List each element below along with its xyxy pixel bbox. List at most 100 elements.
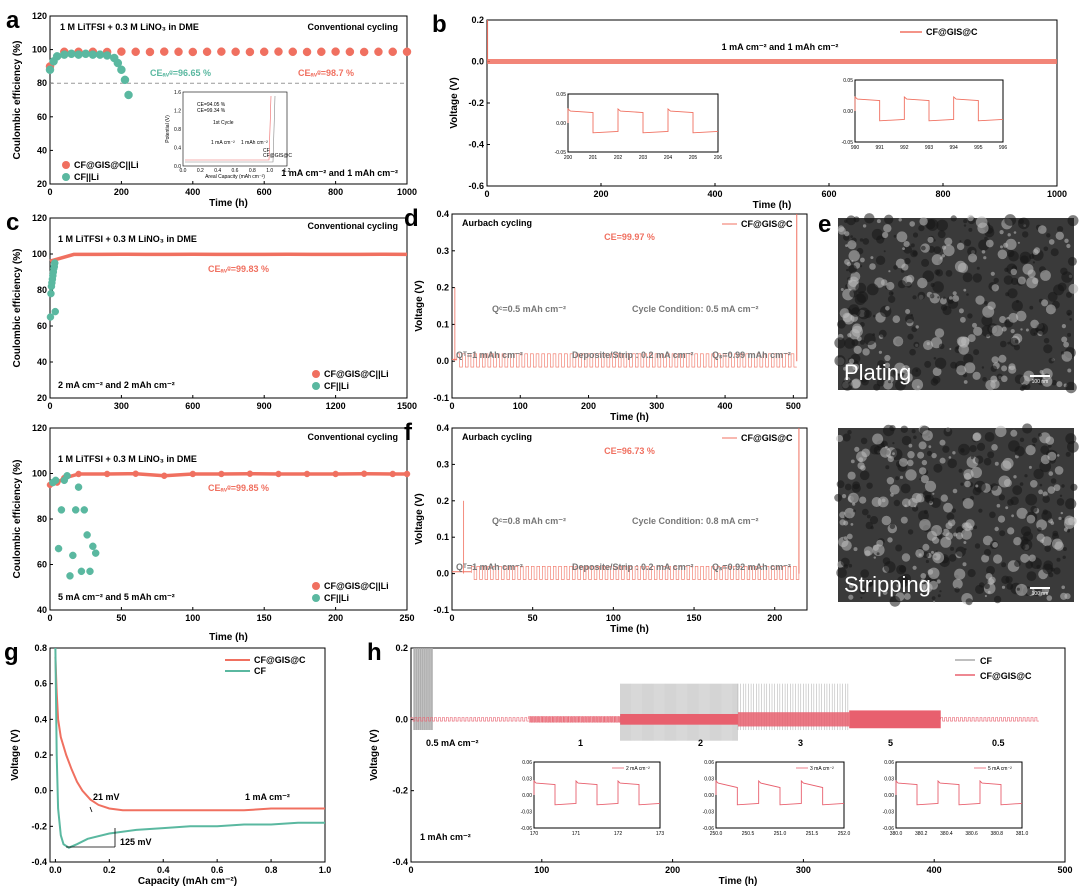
plot-frame (49, 15, 408, 185)
inset-voltage-trace (715, 779, 845, 806)
x-tick-label: 300 (649, 401, 664, 411)
y-tick-label: 0.4 (34, 714, 47, 724)
sem-texture (900, 516, 908, 524)
overpotential-b-label: 125 mV (120, 837, 152, 847)
sem-texture (1058, 516, 1062, 521)
gis-trace-low (410, 717, 529, 722)
inset-y-tick-label: 0.05 (556, 92, 566, 98)
inset-x-tick-label: 0.6 (232, 168, 239, 174)
sem-texture (873, 556, 876, 559)
sem-texture (887, 537, 893, 543)
panel-g: 0.0 0.2 0.4 0.6 0.8 1.0 -0.4 -0.2 0.0 0.2 0.4 0.6 0.… (4, 639, 331, 887)
sem-texture (1038, 433, 1042, 437)
sem-texture (854, 293, 866, 305)
sem-texture (1053, 284, 1065, 296)
x-tick-label: 200 (581, 401, 596, 411)
sem-texture (917, 291, 926, 300)
x-tick-label: 300 (114, 401, 129, 411)
sem-texture (945, 522, 953, 530)
sem-texture (1001, 365, 1008, 372)
inset-x-tick-label: 173 (656, 831, 665, 837)
sem-texture (928, 445, 932, 449)
sem-texture (984, 594, 988, 598)
plot-frame (451, 427, 808, 611)
sem-texture (888, 291, 894, 296)
sem-texture (896, 575, 909, 588)
inset-x-axis-label: Areal Capacity (mAh cm⁻²) (205, 174, 265, 180)
x-tick-label: 0 (449, 401, 454, 411)
inset-x-tick-label: 206 (714, 155, 723, 161)
sem-texture (967, 214, 974, 222)
data-point-cf-gis (174, 47, 183, 57)
qt-label: Qᵀ=1 mAh cm⁻² (456, 562, 523, 572)
data-point-cf-gis (359, 47, 369, 57)
legend-cf-gis-label: CF@GIS@C||Li (74, 160, 139, 170)
sem-texture (965, 598, 973, 606)
y-tick-label: 0.2 (34, 750, 47, 760)
ce-label: CEₐᵥᵍ=99.85 % (208, 483, 269, 493)
sem-texture (961, 528, 972, 540)
sem-texture (881, 498, 886, 503)
x-tick-label: 0 (47, 401, 52, 411)
sem-texture (1052, 530, 1059, 537)
sem-texture (1061, 585, 1065, 590)
sem-texture (835, 434, 844, 443)
sem-texture (837, 225, 845, 232)
y-tick-label: 80 (37, 514, 47, 524)
y-tick-label: 0.3 (436, 246, 449, 256)
sem-texture (931, 550, 934, 554)
rate-label: 5 (888, 738, 893, 748)
sem-texture (907, 451, 915, 459)
inset-y-tick-label: -0.03 (521, 810, 533, 816)
x-tick-label: 150 (257, 613, 272, 623)
rate-label: 1 (578, 738, 583, 748)
sem-texture (1067, 312, 1071, 316)
sem-texture (920, 579, 925, 584)
y-tick-label: 120 (32, 213, 47, 223)
gis-trace-2 (620, 713, 738, 725)
sem-texture (1047, 451, 1057, 461)
sem-texture (1008, 250, 1019, 262)
sem-texture (1008, 366, 1011, 369)
y-tick-label: 0.3 (436, 459, 449, 469)
sem-texture (889, 484, 900, 495)
sem-texture (1013, 475, 1017, 479)
rate-label: 2 (698, 738, 703, 748)
capacity-label: 1 mAh cm⁻² (420, 832, 471, 842)
sem-texture (867, 580, 873, 586)
sem-texture (882, 231, 889, 239)
y-tick-label: 0.0 (471, 57, 484, 67)
sem-texture (848, 250, 860, 262)
sem-texture (897, 280, 907, 289)
sem-texture (1019, 251, 1032, 264)
data-point-cf-gis (188, 47, 198, 57)
inset-curve-gis (185, 95, 272, 161)
panel-c-top: 0 300 600 900 1200 1500 20 40 60 80 100 120 Coulombi… (6, 209, 417, 411)
y-axis-label: Voltage (V) (414, 280, 425, 331)
sem-texture (850, 307, 861, 317)
y-tick-label: -0.4 (31, 857, 47, 867)
sem-texture (984, 432, 995, 442)
inset-y-tick-label: 0.8 (174, 127, 181, 133)
legend-label-gis: CF@GIS@C (980, 671, 1032, 681)
legend-label: CF@GIS@C (926, 27, 978, 37)
sem-texture (893, 265, 898, 270)
x-tick-label: 100 (534, 865, 549, 875)
sem-texture (844, 483, 852, 491)
sem-texture (950, 215, 957, 222)
inset-x-tick-label: 0.8 (249, 168, 256, 174)
sem-texture (892, 452, 895, 455)
data-point-cf (51, 476, 60, 485)
x-tick-label: 900 (257, 401, 272, 411)
sem-texture (1048, 357, 1055, 364)
x-tick-label: 200 (593, 189, 608, 199)
rate-label: 0.5 mA cm⁻² (426, 738, 478, 748)
sem-texture (900, 425, 908, 433)
x-tick-label: 400 (185, 187, 200, 197)
sem-texture (938, 343, 945, 350)
x-tick-label: 1000 (397, 187, 417, 197)
y-tick-label: 0.0 (395, 714, 408, 724)
sem-texture (912, 251, 918, 256)
ce-cf-label: CEₐᵥᵍ=96.65 % (150, 68, 211, 78)
sem-texture (847, 430, 852, 435)
